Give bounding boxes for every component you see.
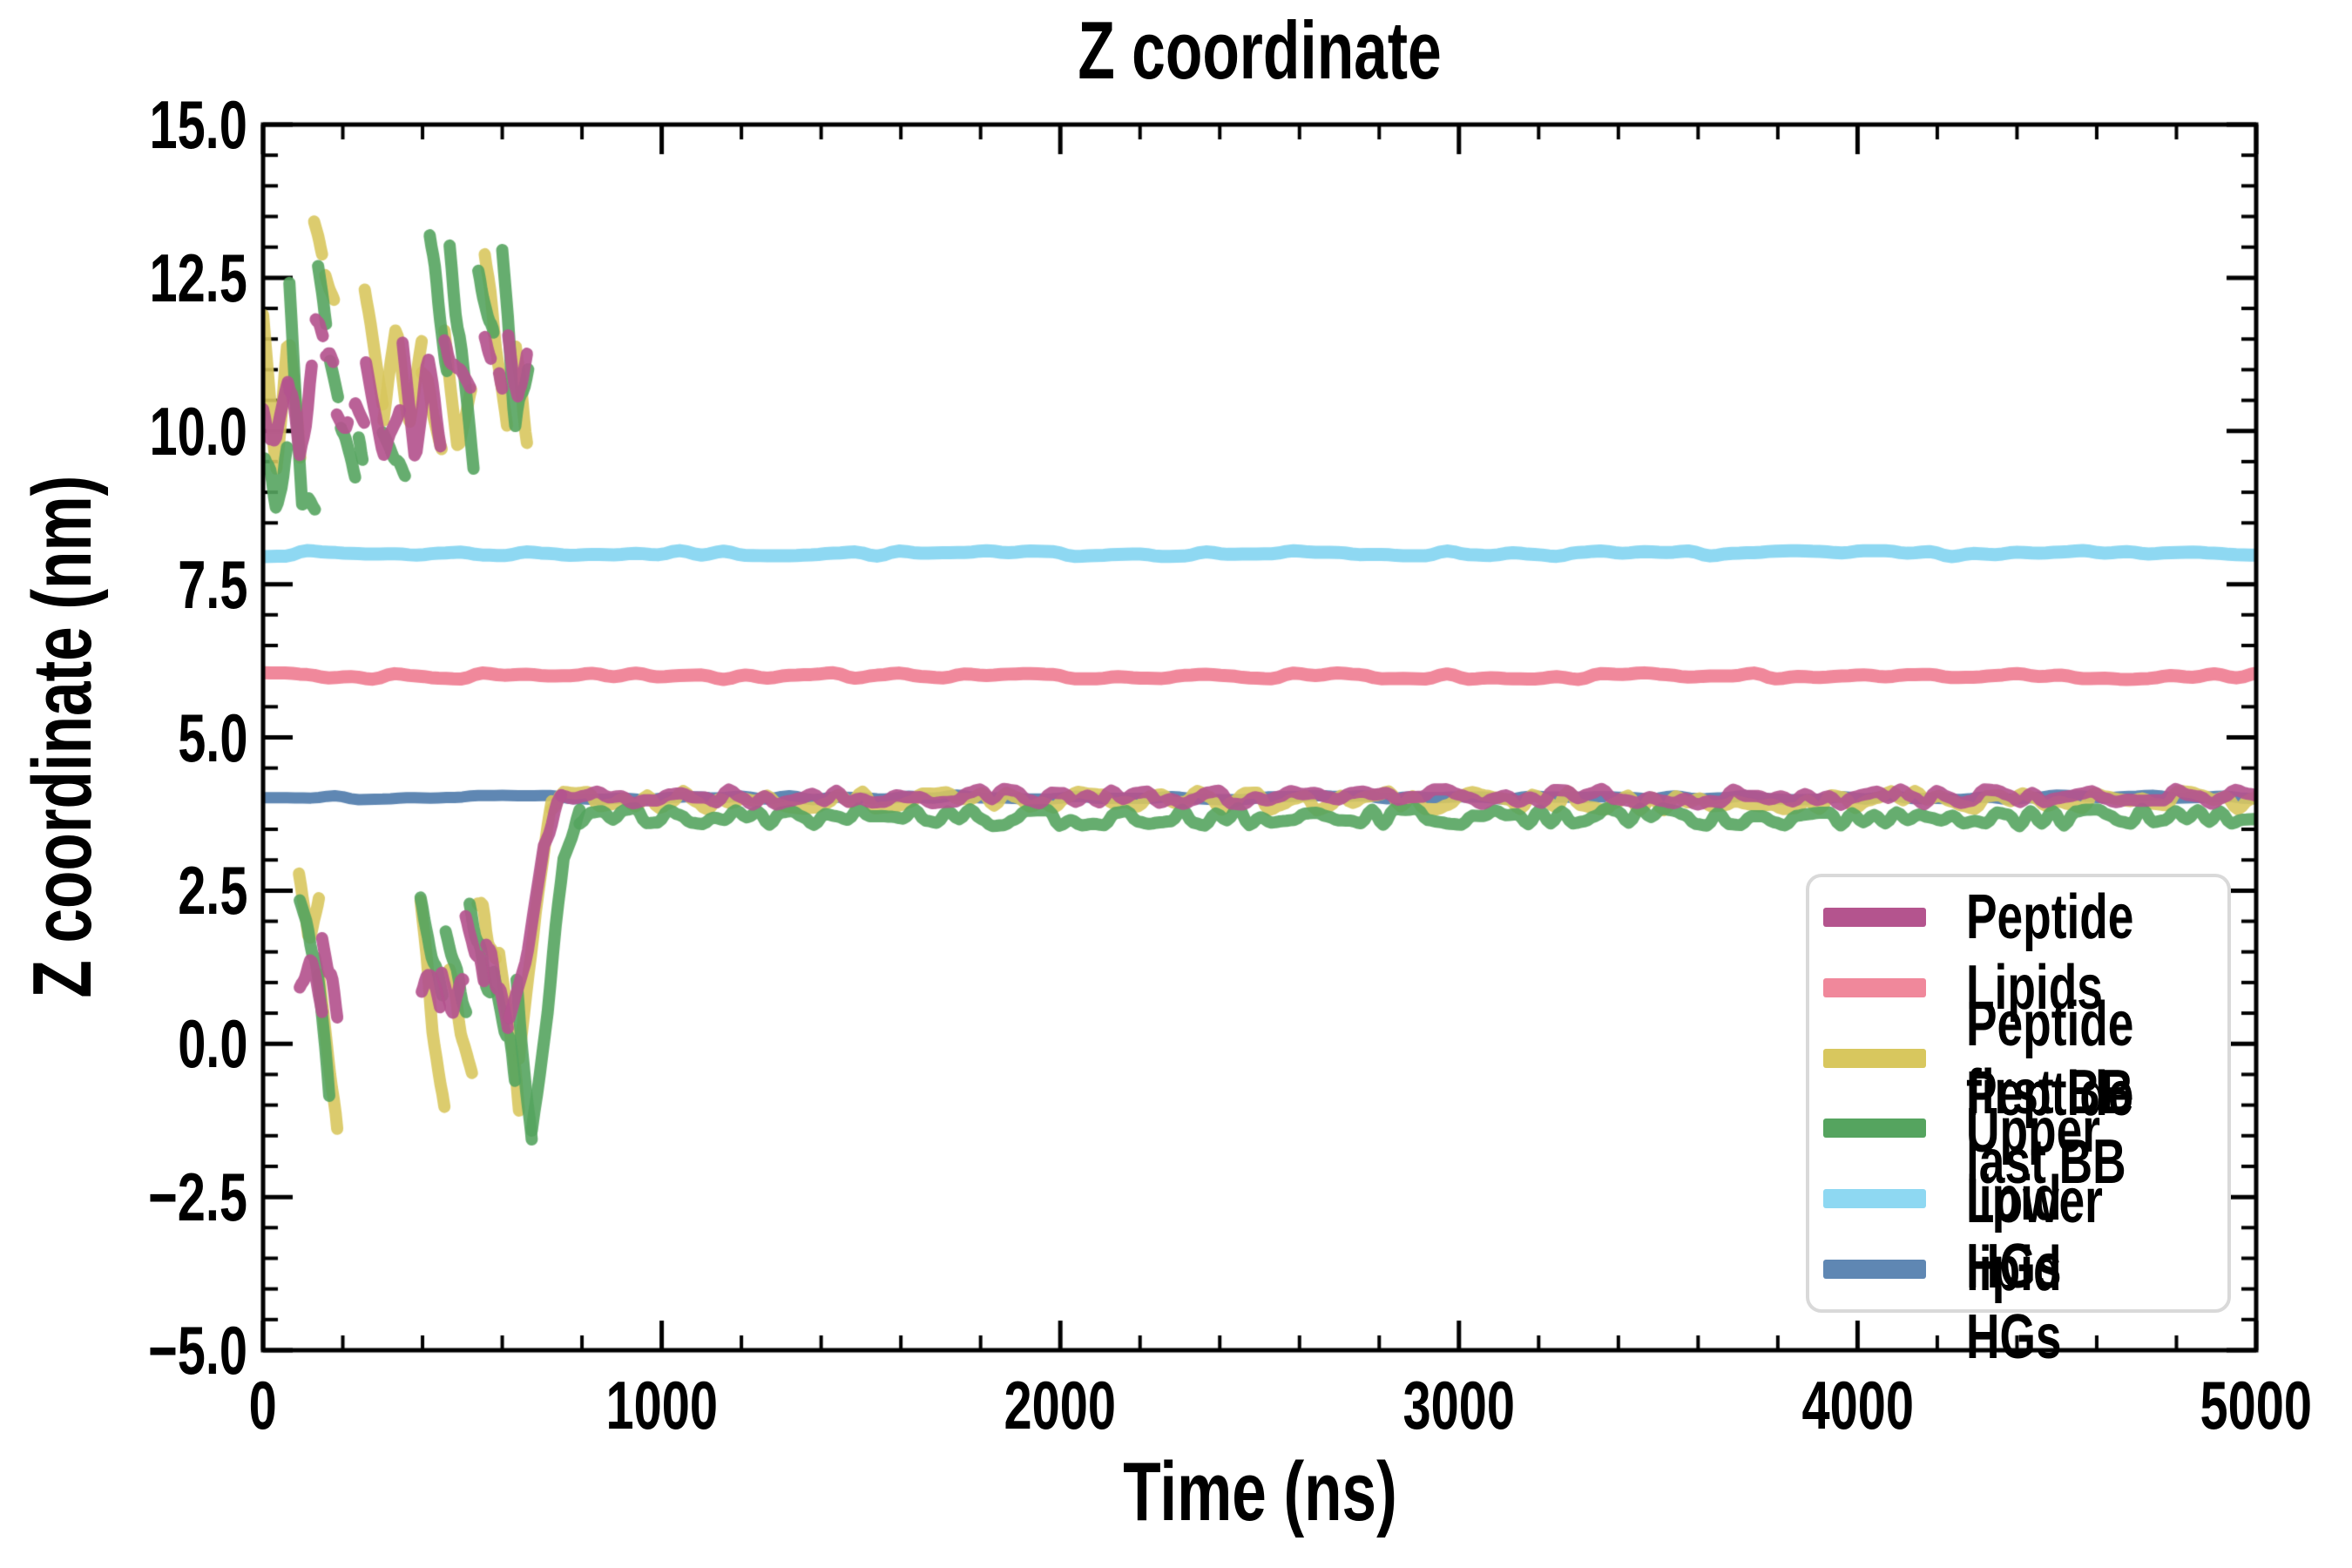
legend: Peptide Lipids Peptide first BB Peptide las… (1806, 874, 2231, 1371)
legend-line-swatch (1823, 1189, 1926, 1209)
y-tick-label: 5.0 (12, 701, 247, 774)
y-tick-label: 12.5 (12, 241, 247, 314)
legend-line-swatch (1823, 1260, 1926, 1280)
y-tick-label: 10.0 (12, 395, 247, 468)
legend-item-label: Lipids (1966, 952, 2103, 1023)
y-tick-label: 0.0 (12, 1007, 247, 1080)
x-axis-label: Time (ns) (263, 1436, 2256, 1549)
legend-item-label: Lower lipid HGs (1966, 1166, 2103, 1373)
y-tick-label-text: 2.5 (177, 852, 247, 929)
y-tick-label-text: 0.0 (177, 1005, 247, 1083)
x-tick-label: 3000 (1328, 1366, 1590, 1444)
legend-line-swatch (1823, 977, 1926, 997)
x-tick-label: 2000 (929, 1366, 1191, 1444)
legend-item: Lower lipid HGs (1809, 1167, 2227, 1371)
y-tick-label: 15.0 (12, 88, 247, 161)
y-tick-label-text: 5.0 (177, 699, 247, 776)
y-tick-label-text: −2.5 (148, 1159, 247, 1236)
chart-title: Z coordinate (263, 4, 2256, 96)
y-tick-label-text: 15.0 (149, 86, 247, 163)
x-tick-label: 0 (132, 1366, 394, 1444)
y-tick-label-text: −5.0 (148, 1312, 247, 1389)
y-tick-label: −5.0 (12, 1314, 247, 1387)
legend-item-label: Upper lipid HGs (1966, 1096, 2100, 1302)
legend-line-swatch (1823, 907, 1926, 927)
legend-item: Peptide first BB (1809, 990, 2227, 1126)
x-tick-label-text: 1000 (605, 1367, 718, 1443)
y-tick-label: 7.5 (12, 548, 247, 621)
x-tick-label-text: 2000 (1004, 1367, 1117, 1443)
x-axis-label-text: Time (ns) (1122, 1445, 1397, 1538)
x-tick-label: 5000 (2126, 1366, 2352, 1444)
x-tick-label-text: 0 (248, 1367, 278, 1443)
y-tick-label-text: 10.0 (149, 392, 247, 470)
legend-item: Peptide (1809, 883, 2227, 951)
legend-item-label: Peptide first BB (1966, 989, 2134, 1127)
x-tick-label-text: 5000 (2200, 1367, 2313, 1443)
y-tick-label-text: 12.5 (149, 239, 247, 316)
legend-item: Lipids (1809, 954, 2227, 1022)
y-tick-label: −2.5 (12, 1160, 247, 1233)
legend-line-swatch (1823, 1048, 1926, 1068)
legend-item: Peptide last BB (1809, 1060, 2227, 1196)
legend-item-label: Peptide last BB (1966, 1059, 2134, 1198)
x-tick-label-text: 4000 (1801, 1367, 1914, 1443)
legend-line-swatch (1823, 1119, 1926, 1139)
chart-title-text: Z coordinate (1078, 4, 1442, 96)
x-tick-label: 4000 (1727, 1366, 1988, 1444)
x-tick-label: 1000 (531, 1366, 793, 1444)
legend-item: Upper lipid HGs (1809, 1097, 2227, 1301)
y-tick-label: 2.5 (12, 854, 247, 927)
y-tick-label-text: 7.5 (177, 545, 247, 623)
legend-item-label: Peptide (1966, 882, 2134, 952)
x-tick-label-text: 3000 (1402, 1367, 1516, 1443)
